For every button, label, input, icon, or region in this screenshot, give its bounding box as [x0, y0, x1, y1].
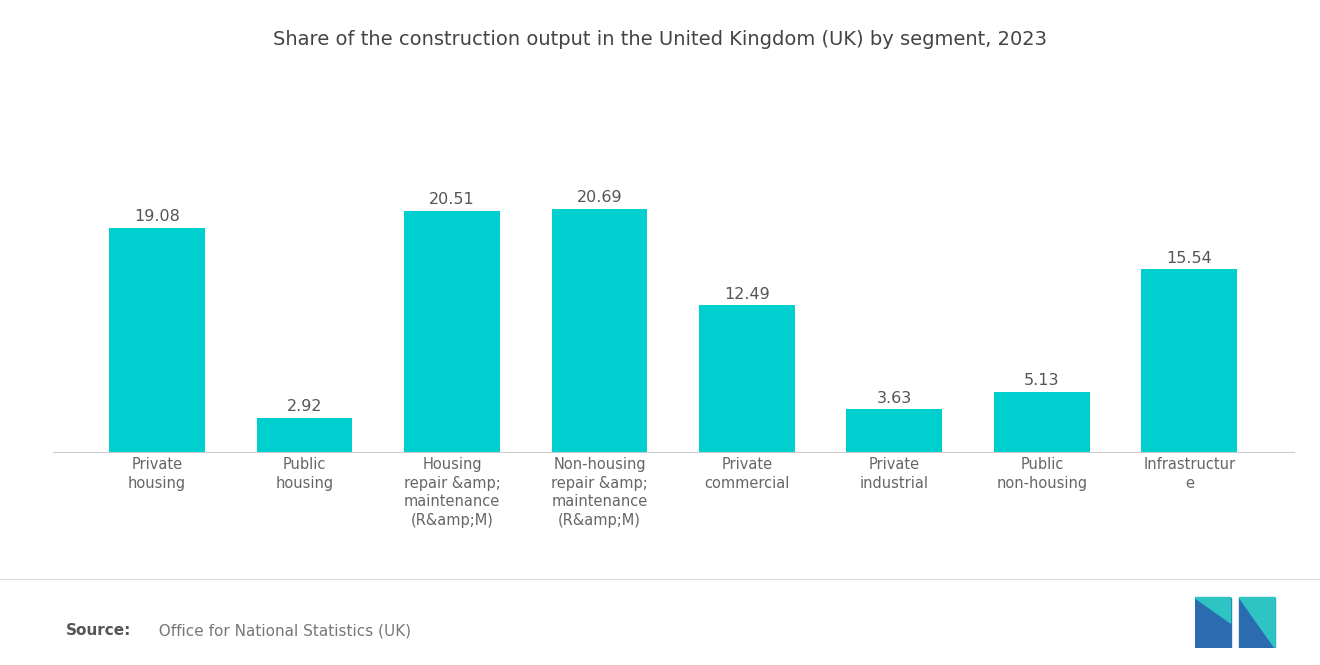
Polygon shape: [1195, 597, 1230, 623]
Bar: [1142, 269, 1237, 452]
Text: 15.54: 15.54: [1167, 251, 1212, 266]
Bar: [110, 227, 205, 452]
Bar: [846, 410, 942, 452]
Text: 12.49: 12.49: [725, 287, 770, 302]
Text: 20.69: 20.69: [577, 190, 622, 205]
Text: 5.13: 5.13: [1024, 373, 1060, 388]
Text: 19.08: 19.08: [135, 209, 180, 224]
Polygon shape: [1195, 597, 1230, 648]
Bar: [404, 211, 500, 452]
Text: Share of the construction output in the United Kingdom (UK) by segment, 2023: Share of the construction output in the …: [273, 30, 1047, 49]
Polygon shape: [1239, 597, 1275, 648]
Text: 2.92: 2.92: [286, 399, 322, 414]
Polygon shape: [1239, 597, 1275, 648]
Bar: [700, 305, 795, 452]
Text: Source:  Office for National Statistics (UK): Source: Office for National Statistics (…: [66, 623, 385, 638]
Text: 3.63: 3.63: [876, 391, 912, 406]
Text: 20.51: 20.51: [429, 192, 475, 207]
Text: Source:: Source:: [66, 623, 132, 638]
Bar: [256, 418, 352, 452]
Bar: [994, 392, 1090, 452]
Text: Office for National Statistics (UK): Office for National Statistics (UK): [149, 623, 412, 638]
Bar: [552, 209, 647, 452]
